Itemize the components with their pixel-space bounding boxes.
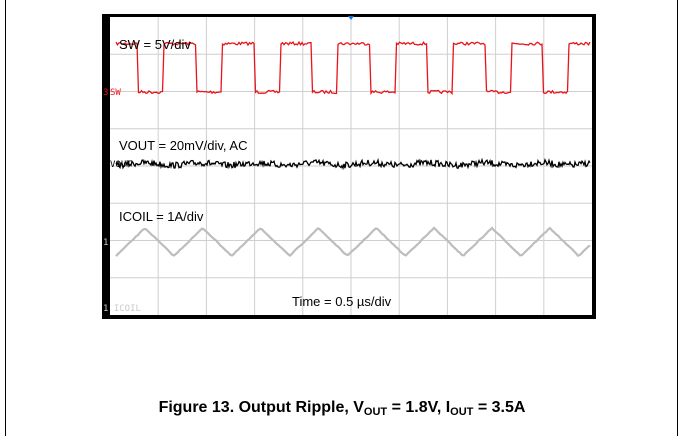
time-base-label: Time = 0.5 µs/div: [292, 294, 392, 309]
page-border-left: [5, 0, 6, 436]
channel-label-icoil: 1: [103, 238, 108, 248]
channel-name-vout: VOUT: [110, 160, 132, 170]
figure-caption: Figure 13. Output Ripple, VOUT = 1.8V, I…: [0, 399, 684, 418]
trigger-marker: [348, 16, 354, 20]
channel-label-vout: 2: [103, 160, 108, 170]
caption-vout-value: = 1.8V, I: [387, 399, 451, 416]
series-icoil: ICOIL = 1A/div 1: [103, 209, 591, 258]
channel-name-sw: SW: [110, 88, 121, 98]
channel-name-icoil-bottom: 1 ICOIL: [103, 304, 141, 314]
caption-iout-subscript: OUT: [450, 406, 474, 418]
oscilloscope-plot: SW = 5V/div 3 SW VOUT = 20mV/div, AC 2 VOUT IC…: [103, 16, 592, 315]
series-sw: SW = 5V/div 3 SW: [103, 37, 591, 98]
caption-vout-subscript: OUT: [363, 406, 388, 418]
caption-iout-value: = 3.5A: [473, 399, 526, 416]
series-vout: VOUT = 20mV/div, AC 2 VOUT: [103, 138, 591, 171]
trace-sw: [115, 40, 591, 96]
caption-prefix: Figure 13. Output Ripple, V: [158, 399, 364, 416]
oscilloscope-screen: SW = 5V/div 3 SW VOUT = 20mV/div, AC 2 VOUT IC…: [102, 14, 596, 319]
channel-label-sw: 3: [103, 88, 108, 98]
annotation-icoil: ICOIL = 1A/div: [119, 209, 204, 224]
annotation-sw: SW = 5V/div: [119, 37, 191, 52]
trace-vout: [115, 157, 591, 171]
page-border-right: [677, 0, 678, 436]
annotation-vout: VOUT = 20mV/div, AC: [119, 138, 247, 153]
trace-icoil: [115, 226, 591, 258]
